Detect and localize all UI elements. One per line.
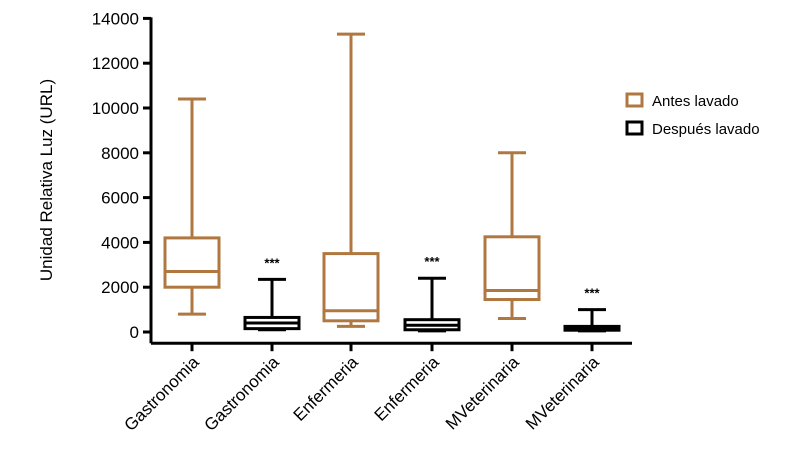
- y-tick-label: 6000: [101, 189, 139, 208]
- legend-swatch: [625, 92, 644, 108]
- category-label: MVeterinaria: [522, 352, 603, 433]
- y-tick-label: 14000: [92, 9, 139, 28]
- y-tick-label: 8000: [101, 144, 139, 163]
- box-group: ***: [563, 286, 621, 333]
- legend: Antes lavado Después lavado: [625, 92, 760, 138]
- box-group: [483, 151, 541, 321]
- iqr-box: [163, 236, 221, 289]
- legend-swatch: [625, 120, 644, 136]
- y-tick-label: 12000: [92, 54, 139, 73]
- box-group: [163, 97, 221, 316]
- significance-label: ***: [584, 286, 600, 301]
- legend-label: Antes lavado: [652, 93, 739, 110]
- category-label: Enfermeria: [371, 352, 444, 425]
- boxes-group: *** *** ***: [163, 32, 621, 333]
- y-tick-label: 10000: [92, 99, 139, 118]
- box-group: [322, 32, 380, 328]
- significance-label: ***: [424, 254, 440, 269]
- y-tick-label: 0: [130, 323, 139, 342]
- box-group: ***: [243, 255, 301, 332]
- significance-label: ***: [264, 255, 280, 270]
- y-tick-label: 4000: [101, 233, 139, 252]
- axes: 0 2000 4000 6000 8000 10000 12000 14000: [92, 9, 632, 352]
- y-tick-label: 2000: [101, 278, 139, 297]
- category-label: Gastronomia: [121, 352, 204, 435]
- y-axis-label: Unidad Relativa Luz (URL): [37, 79, 56, 281]
- legend-label: Después lavado: [652, 121, 760, 138]
- category-label: MVeterinaria: [442, 352, 523, 433]
- category-label: Gastronomia: [201, 352, 284, 435]
- box-group: ***: [403, 254, 461, 333]
- category-label: Enfermeria: [290, 352, 363, 425]
